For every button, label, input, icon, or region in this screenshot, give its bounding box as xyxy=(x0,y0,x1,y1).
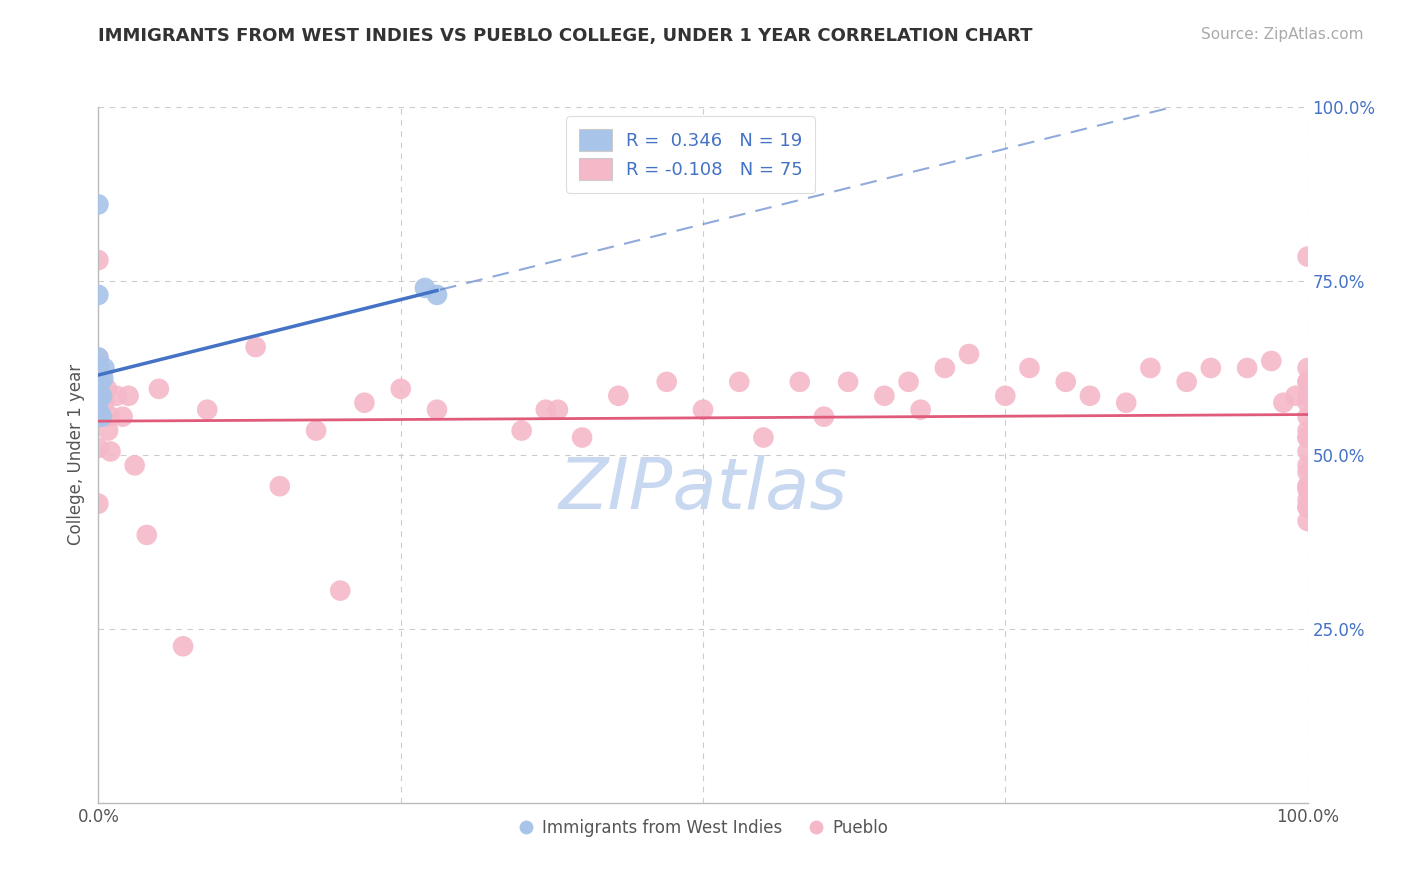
Point xyxy=(87,288,110,302)
Point xyxy=(89,360,111,375)
Point xyxy=(426,402,449,417)
Point xyxy=(91,389,114,403)
Point xyxy=(413,281,436,295)
Point xyxy=(124,458,146,473)
Point xyxy=(89,389,111,403)
Point xyxy=(1296,375,1319,389)
Point xyxy=(1296,500,1319,514)
Point xyxy=(1296,424,1319,438)
Point xyxy=(1139,360,1161,375)
Point xyxy=(1018,360,1040,375)
Point xyxy=(1296,375,1319,389)
Point xyxy=(897,375,920,389)
Point xyxy=(1296,500,1319,514)
Point xyxy=(655,375,678,389)
Point xyxy=(135,528,157,542)
Point xyxy=(1296,360,1319,375)
Text: ZIPatlas: ZIPatlas xyxy=(558,455,848,524)
Point xyxy=(426,288,449,302)
Point xyxy=(118,389,141,403)
Point xyxy=(607,389,630,403)
Point xyxy=(837,375,859,389)
Point xyxy=(329,583,352,598)
Point xyxy=(1199,360,1222,375)
Point xyxy=(873,389,896,403)
Point xyxy=(728,375,751,389)
Point xyxy=(172,639,194,653)
Point xyxy=(245,340,267,354)
Point xyxy=(96,382,118,396)
Point xyxy=(91,371,114,385)
Point xyxy=(957,347,980,361)
Point xyxy=(1054,375,1077,389)
Point xyxy=(910,402,932,417)
Point xyxy=(87,441,110,455)
Point xyxy=(105,389,128,403)
Point xyxy=(87,409,110,424)
Point xyxy=(87,253,110,268)
Y-axis label: College, Under 1 year: College, Under 1 year xyxy=(66,364,84,546)
Text: Source: ZipAtlas.com: Source: ZipAtlas.com xyxy=(1201,27,1364,42)
Point xyxy=(1175,375,1198,389)
Point xyxy=(1260,354,1282,368)
Point xyxy=(1115,396,1137,410)
Point xyxy=(305,424,328,438)
Point xyxy=(1296,479,1319,493)
Point xyxy=(1296,430,1319,444)
Point xyxy=(692,402,714,417)
Point xyxy=(1296,430,1319,444)
Point xyxy=(90,409,112,424)
Point xyxy=(1296,458,1319,473)
Point xyxy=(87,389,110,403)
Point xyxy=(87,382,110,396)
Point xyxy=(87,402,110,417)
Point xyxy=(93,360,115,375)
Point xyxy=(87,371,110,385)
Point xyxy=(1296,493,1319,508)
Point xyxy=(87,371,110,385)
Point xyxy=(1284,389,1306,403)
Point xyxy=(1296,483,1319,497)
Point xyxy=(510,424,533,438)
Point xyxy=(934,360,956,375)
Point xyxy=(1296,466,1319,480)
Point xyxy=(1236,360,1258,375)
Point xyxy=(91,389,114,403)
Point xyxy=(87,197,110,211)
Legend: Immigrants from West Indies, Pueblo: Immigrants from West Indies, Pueblo xyxy=(510,812,896,843)
Point xyxy=(87,351,110,365)
Point xyxy=(534,402,557,417)
Point xyxy=(269,479,291,493)
Point xyxy=(97,424,120,438)
Point xyxy=(752,430,775,444)
Point xyxy=(87,351,110,365)
Point xyxy=(148,382,170,396)
Point xyxy=(1296,409,1319,424)
Point xyxy=(353,396,375,410)
Text: IMMIGRANTS FROM WEST INDIES VS PUEBLO COLLEGE, UNDER 1 YEAR CORRELATION CHART: IMMIGRANTS FROM WEST INDIES VS PUEBLO CO… xyxy=(98,27,1033,45)
Point xyxy=(1296,444,1319,458)
Point xyxy=(90,375,112,389)
Point xyxy=(1296,514,1319,528)
Point xyxy=(195,402,218,417)
Point xyxy=(571,430,593,444)
Point xyxy=(1272,396,1295,410)
Point xyxy=(91,409,114,424)
Point xyxy=(93,396,115,410)
Point xyxy=(1296,479,1319,493)
Point xyxy=(100,444,122,458)
Point xyxy=(1296,250,1319,264)
Point xyxy=(100,409,122,424)
Point xyxy=(87,497,110,511)
Point xyxy=(1078,389,1101,403)
Point xyxy=(1296,389,1319,403)
Point xyxy=(547,402,569,417)
Point xyxy=(111,409,134,424)
Point xyxy=(813,409,835,424)
Point xyxy=(389,382,412,396)
Point xyxy=(789,375,811,389)
Point xyxy=(994,389,1017,403)
Point xyxy=(87,396,110,410)
Point xyxy=(1296,396,1319,410)
